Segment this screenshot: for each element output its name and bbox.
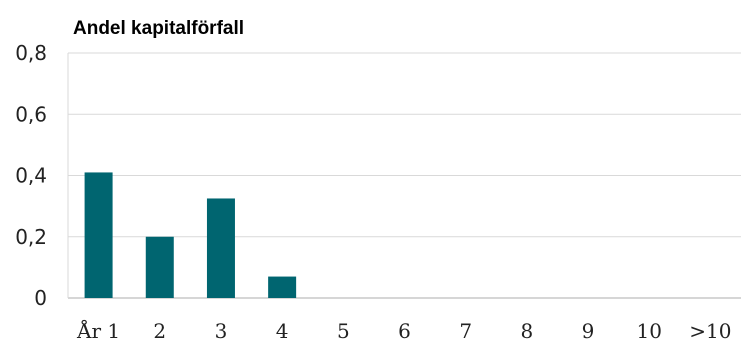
- y-tick-label: 0,8: [15, 41, 47, 65]
- x-tick-label: 3: [215, 319, 228, 343]
- bar: [268, 276, 297, 298]
- y-tick-label: 0,2: [15, 225, 47, 249]
- bar: [145, 236, 174, 298]
- x-tick-label: År 1: [76, 318, 120, 343]
- chart-title: Andel kapitalförfall: [73, 18, 244, 39]
- x-tick-label: 8: [520, 319, 533, 343]
- bar: [206, 198, 235, 298]
- bars: [84, 172, 297, 298]
- y-tick-label: 0,4: [15, 164, 47, 188]
- x-tick-label: >10: [689, 319, 731, 343]
- y-tick-label: 0: [34, 286, 47, 310]
- x-tick-label: 4: [276, 319, 289, 343]
- x-tick-label: 9: [582, 319, 595, 343]
- x-tick-label: 2: [153, 319, 166, 343]
- x-tick-label: 6: [398, 319, 411, 343]
- gridlines: [67, 52, 741, 299]
- y-tick-label: 0,6: [15, 102, 47, 126]
- y-axis-ticks: 0 0,2 0,4 0,6 0,8: [15, 41, 47, 310]
- x-tick-label: 10: [637, 319, 662, 343]
- x-tick-label: 5: [337, 319, 350, 343]
- bar: [84, 172, 113, 298]
- x-tick-label: 7: [459, 319, 472, 343]
- x-axis-ticks: År 1 2 3 4 5 6 7 8 9 10 >10: [76, 318, 731, 343]
